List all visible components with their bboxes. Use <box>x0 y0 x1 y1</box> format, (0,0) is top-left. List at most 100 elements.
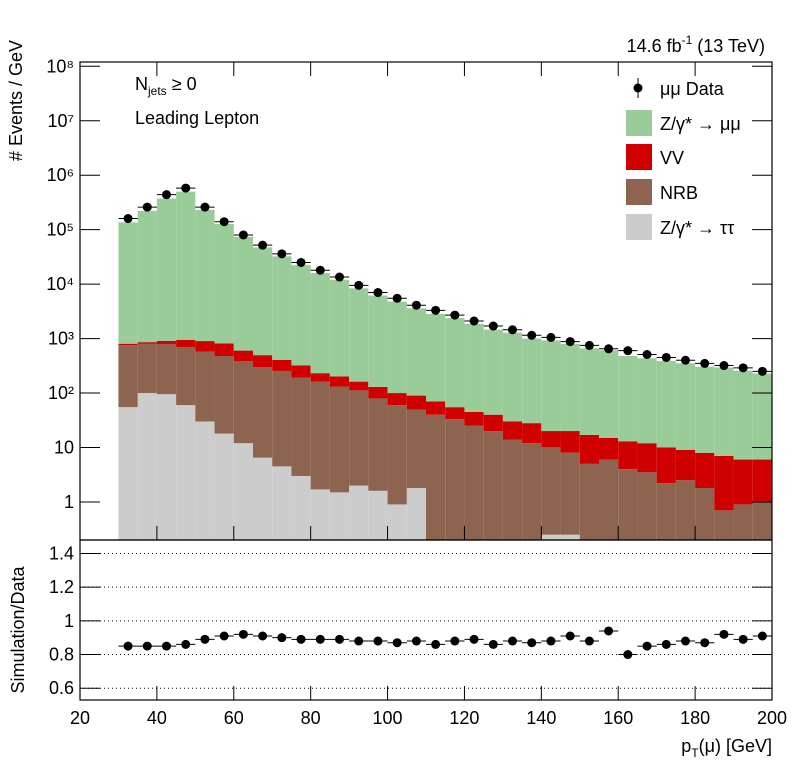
hist-segment <box>406 409 426 489</box>
data-point <box>700 358 710 368</box>
text-part: ≥ 0 <box>167 74 197 94</box>
hist-segment <box>233 236 253 351</box>
hist-segment <box>368 490 388 540</box>
hist-segment <box>118 222 138 344</box>
hist-segment <box>253 247 273 356</box>
hist-segment <box>387 301 407 394</box>
hist-segment <box>176 405 196 540</box>
hist-segment <box>675 449 696 481</box>
y-tick-label: 10³ <box>48 329 74 349</box>
luminosity-label: 14.6 fb-1 (13 TeV) <box>627 33 765 56</box>
x-tick-label: 20 <box>70 708 90 728</box>
data-point <box>277 249 287 259</box>
ratio-point <box>123 641 133 651</box>
hist-segment <box>560 343 580 432</box>
hist-segment <box>214 343 234 357</box>
hist-segment <box>349 381 369 391</box>
ratio-point <box>219 631 229 641</box>
hist-segment <box>675 363 696 450</box>
hist-segment <box>579 348 599 435</box>
hist-segment <box>176 339 196 348</box>
hist-segment <box>464 323 484 412</box>
legend-label: VV <box>660 148 684 168</box>
hist-segment <box>560 534 580 540</box>
hist-segment <box>195 351 215 422</box>
y-tick-label: 10⁸ <box>46 56 74 76</box>
hist-segment <box>522 443 542 540</box>
ratio-point <box>162 641 171 651</box>
legend-marker <box>633 83 643 93</box>
hist-segment <box>637 358 657 444</box>
text-part: jets <box>147 84 167 98</box>
text-part: (13 TeV) <box>692 36 765 56</box>
hist-segment <box>195 209 215 342</box>
hist-segment <box>483 414 503 432</box>
hist-segment <box>714 455 734 511</box>
x-tick-label: 100 <box>373 708 403 728</box>
data-point <box>431 305 441 315</box>
y-tick-label: 0.8 <box>49 645 74 665</box>
ratio-point <box>142 641 152 651</box>
data-point <box>200 202 210 212</box>
hist-segment <box>426 313 446 402</box>
hist-segment <box>522 338 542 424</box>
hist-segment <box>214 224 234 344</box>
hist-segment <box>618 355 638 442</box>
hist-segment <box>253 457 273 540</box>
hist-segment <box>579 463 599 540</box>
hist-segment <box>368 398 388 491</box>
ratio-point <box>681 636 690 646</box>
hist-segment <box>464 425 484 540</box>
y-tick-label: 10 <box>54 437 74 457</box>
data-point <box>411 300 421 310</box>
ratio-point <box>200 634 210 644</box>
ratio-point <box>469 634 479 644</box>
data-point <box>142 202 152 212</box>
data-point <box>123 214 133 224</box>
data-point <box>373 288 383 298</box>
data-point <box>642 350 652 360</box>
data-point <box>757 366 767 376</box>
data-point <box>565 337 575 347</box>
hist-segment <box>368 295 388 387</box>
hist-segment <box>733 504 753 540</box>
data-point <box>488 321 498 331</box>
hist-segment <box>406 488 426 540</box>
legend-swatch <box>626 179 652 205</box>
data-point <box>546 332 556 342</box>
data-point <box>469 316 479 326</box>
hist-segment <box>714 367 734 456</box>
hist-segment <box>368 386 388 399</box>
hist-segment <box>214 433 234 540</box>
x-tick-label: 120 <box>449 708 479 728</box>
y-tick-label: 1.4 <box>49 543 74 563</box>
hist-segment <box>426 414 446 540</box>
data-point <box>219 217 229 227</box>
data-point <box>450 310 460 320</box>
data-point <box>162 190 171 200</box>
ratio-point <box>488 639 498 649</box>
hist-segment <box>445 318 465 408</box>
hist-segment <box>445 407 465 420</box>
hist-segment <box>714 510 734 540</box>
hist-segment <box>272 359 292 371</box>
data-point <box>738 363 748 373</box>
hist-segment <box>310 381 330 490</box>
ratio-point <box>584 636 594 646</box>
hist-segment <box>656 361 676 448</box>
hist-segment <box>233 443 253 540</box>
ratio-point <box>335 634 344 644</box>
data-point <box>354 280 364 290</box>
hist-segment <box>291 365 311 378</box>
hist-segment <box>406 395 426 410</box>
data-point <box>584 340 594 350</box>
text-part: 14.6 fb <box>627 36 682 56</box>
text-part: (μ) [GeV] <box>699 736 772 756</box>
hist-segment <box>176 347 196 406</box>
hist-segment <box>637 472 657 540</box>
hist-segment <box>214 356 234 434</box>
legend-label: Z/γ* → ττ <box>660 218 734 238</box>
hist-segment <box>656 483 676 540</box>
hist-segment <box>329 376 350 387</box>
ratio-point <box>661 639 671 649</box>
